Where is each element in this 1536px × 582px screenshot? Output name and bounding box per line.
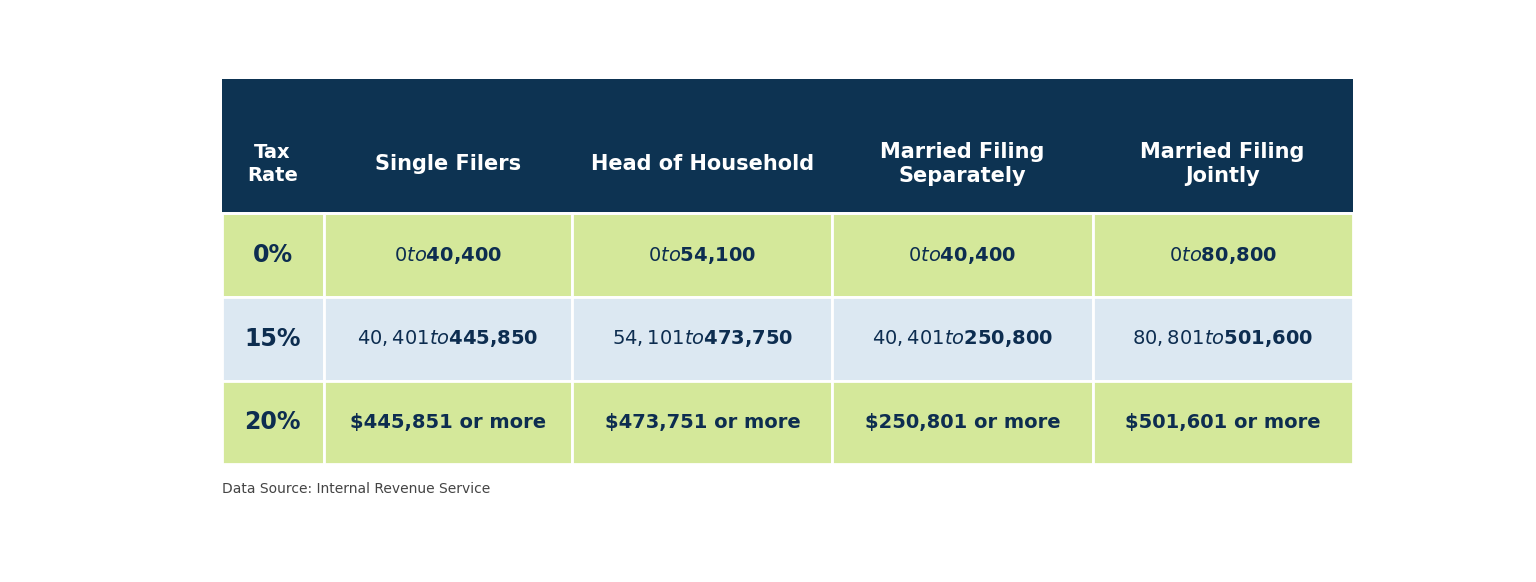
Text: $0 to $54,100: $0 to $54,100: [648, 244, 756, 265]
Text: $445,851 or more: $445,851 or more: [350, 413, 545, 432]
Bar: [1092, 115, 1353, 213]
Text: $40,401 to $250,800: $40,401 to $250,800: [872, 328, 1054, 349]
Bar: [573, 381, 833, 464]
Bar: [221, 115, 324, 213]
Bar: [573, 115, 833, 213]
Bar: [324, 213, 573, 297]
Bar: [1092, 381, 1353, 464]
Text: 20%: 20%: [244, 410, 301, 434]
Text: Married Filing
Separately: Married Filing Separately: [880, 141, 1044, 186]
Text: $0 to $80,800: $0 to $80,800: [1169, 244, 1276, 265]
Bar: [1092, 297, 1353, 381]
Bar: [324, 381, 573, 464]
Bar: [573, 213, 833, 297]
Bar: [833, 213, 1092, 297]
Bar: [833, 297, 1092, 381]
Text: Tax
Rate: Tax Rate: [247, 143, 298, 185]
Text: $473,751 or more: $473,751 or more: [605, 413, 800, 432]
Bar: [833, 381, 1092, 464]
Text: $54,101 to $473,750: $54,101 to $473,750: [611, 328, 793, 349]
Bar: [221, 297, 324, 381]
Text: 0%: 0%: [252, 243, 293, 267]
Bar: [221, 213, 324, 297]
Text: $80,801 to $501,600: $80,801 to $501,600: [1132, 328, 1313, 349]
Bar: [324, 115, 573, 213]
Text: Head of Household: Head of Household: [591, 154, 814, 174]
Text: $40,401 to $445,850: $40,401 to $445,850: [358, 328, 539, 349]
Bar: [1092, 213, 1353, 297]
Bar: [221, 79, 1353, 115]
Text: 15%: 15%: [244, 327, 301, 351]
Text: $0 to $40,400: $0 to $40,400: [908, 244, 1017, 265]
Text: $250,801 or more: $250,801 or more: [865, 413, 1060, 432]
Text: $501,601 or more: $501,601 or more: [1124, 413, 1321, 432]
Text: Married Filing
Jointly: Married Filing Jointly: [1140, 141, 1304, 186]
Bar: [833, 115, 1092, 213]
Bar: [324, 297, 573, 381]
Text: $0 to $40,400: $0 to $40,400: [393, 244, 502, 265]
Bar: [573, 297, 833, 381]
Bar: [221, 381, 324, 464]
Text: Single Filers: Single Filers: [375, 154, 521, 174]
Text: Data Source: Internal Revenue Service: Data Source: Internal Revenue Service: [221, 482, 490, 496]
